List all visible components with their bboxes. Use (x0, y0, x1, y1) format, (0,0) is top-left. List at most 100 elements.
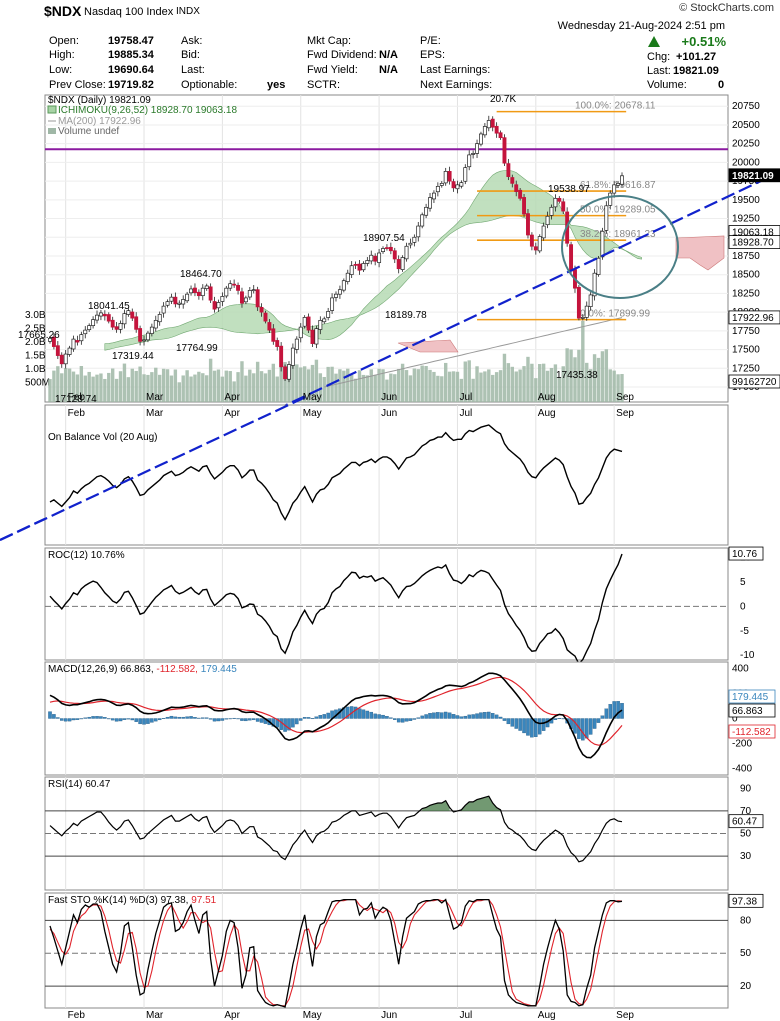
price-tick-label: 20000 (732, 157, 760, 168)
eps-label: EPS: (420, 49, 446, 61)
price-tick-label: 17250 (732, 363, 760, 374)
candle (334, 293, 338, 298)
macd-histogram-bar (91, 716, 95, 719)
pe-label: P/E: (420, 35, 441, 47)
macd-histogram-bar (604, 708, 609, 719)
volume-bar (432, 371, 436, 402)
fwd-dividend-label: Fwd Dividend: (307, 49, 377, 61)
macd-tick-label: 400 (732, 663, 749, 674)
volume-label: Volume: (647, 79, 687, 91)
fib-label: 100.0%: 20678.11 (575, 101, 656, 112)
stockcharts-logo[interactable]: © StockCharts.com (679, 2, 774, 14)
macd-histogram-bar (161, 718, 166, 719)
volume-bar (353, 378, 358, 402)
candle (98, 312, 103, 317)
volume-bar (389, 373, 393, 402)
candle (549, 206, 554, 216)
volume-bar (534, 378, 538, 402)
candle (381, 248, 385, 252)
candle (510, 177, 515, 184)
volume-bar (416, 369, 420, 402)
sto-legend-part: 97.51 (191, 895, 216, 906)
volume-bar (87, 371, 91, 402)
volume-bar (161, 368, 166, 402)
macd-histogram-bar (122, 718, 127, 720)
ma-legend: MA(200) 17922.96 (58, 116, 141, 127)
candle (75, 340, 80, 343)
candle (428, 197, 432, 209)
volume-bar (142, 374, 146, 402)
ask-label: Ask: (181, 35, 203, 47)
macd-histogram-bar (60, 718, 64, 721)
volume-bar (400, 363, 405, 402)
obv-month-label-feb: Feb (68, 408, 86, 419)
volume-tick-label: 2.5B (25, 324, 46, 335)
candle (326, 311, 331, 318)
volume-bar (455, 371, 460, 402)
macd-histogram-bar (275, 718, 279, 728)
price-right-label: 17922.96 (732, 313, 774, 324)
macd-histogram-bar (204, 717, 209, 719)
obv-legend: On Balance Vol (20 Aug) (48, 432, 158, 443)
candle (404, 245, 409, 260)
volume-bar (291, 359, 295, 402)
candle (361, 263, 366, 271)
bottom-month-label-mar: Mar (146, 1010, 164, 1021)
volume-bar (502, 353, 507, 402)
index-name: Nasdaq 100 Index (84, 6, 174, 18)
bottom-month-label-jun: Jun (381, 1010, 397, 1021)
candle (314, 328, 319, 345)
volume-bar (314, 359, 319, 402)
volume-bar (267, 369, 272, 402)
macd-right-box (728, 703, 776, 718)
roc-right-box (728, 546, 764, 561)
candle (537, 236, 542, 252)
macd-right-box (728, 724, 776, 739)
rsi-tick-label: 70 (740, 806, 752, 817)
candle (494, 125, 499, 134)
roc-right-label: 10.76 (732, 549, 757, 560)
price-tick-label: 17750 (732, 326, 760, 337)
candle (584, 305, 589, 318)
candle (283, 366, 288, 380)
macd-histogram-bar (475, 713, 479, 719)
candle (463, 167, 468, 182)
volume-bar (63, 368, 68, 402)
candle (251, 289, 256, 292)
rsi-tick-label: 30 (740, 851, 752, 862)
macd-legend-part: 66.863, (120, 664, 156, 675)
candle (396, 259, 401, 270)
volume-bar (228, 371, 232, 402)
candle (345, 272, 350, 282)
roc-panel (44, 547, 729, 661)
candle (243, 297, 248, 303)
candle (51, 336, 56, 347)
candle (518, 189, 523, 199)
macd-histogram-bar (396, 718, 401, 723)
candle (600, 230, 605, 258)
candle (498, 132, 503, 139)
volume-bar (373, 374, 377, 402)
macd-histogram-bar (616, 701, 620, 719)
candle (165, 301, 170, 306)
candle (114, 326, 119, 330)
volume-bar (322, 376, 326, 402)
last-earnings-label: Last Earnings: (420, 64, 491, 76)
candle (482, 126, 487, 136)
price-annotation: 20.7K (490, 94, 516, 105)
fib-label: 0.0%: 17899.99 (580, 309, 650, 320)
ma200-line (324, 317, 623, 388)
volume-bar (95, 374, 99, 402)
candle (447, 171, 452, 182)
volume-bar (197, 371, 201, 402)
candle (353, 264, 358, 266)
candle (259, 307, 264, 313)
high-value: 19885.34 (108, 49, 154, 61)
roc-legend: ROC(12) 10.76% (48, 550, 125, 561)
highlight-circle (561, 195, 679, 299)
candle (263, 312, 268, 322)
prev-close-value: 19719.82 (108, 79, 154, 91)
macd-tick-label: 0 (732, 714, 738, 725)
volume-bar (467, 360, 471, 402)
volume-bar (150, 372, 154, 402)
